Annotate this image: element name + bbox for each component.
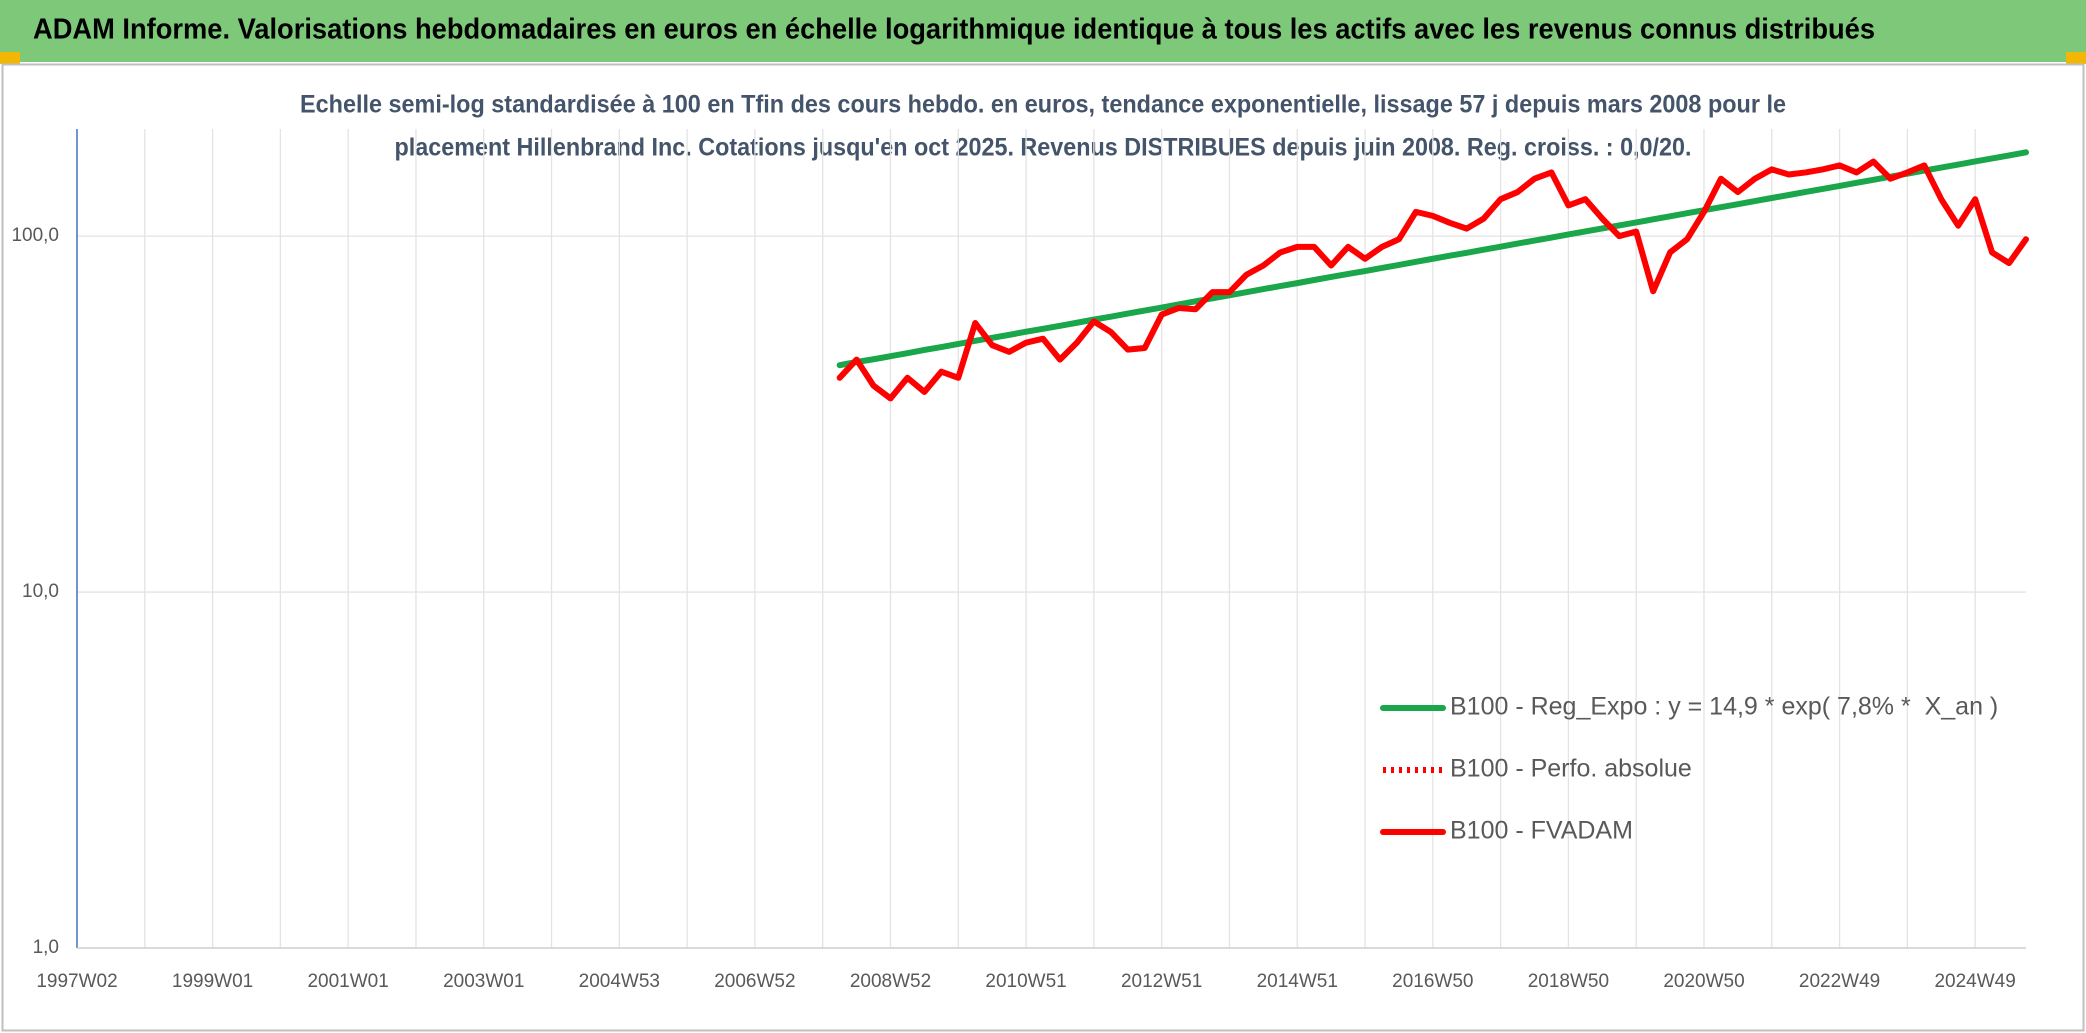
x-tick-label: 2003W01 (443, 971, 524, 992)
y-tick-label: 1,0 (33, 937, 59, 958)
x-tick-label: 2001W01 (307, 971, 388, 992)
x-tick-label: 2024W49 (1934, 971, 2015, 992)
series-line (836, 149, 2029, 369)
x-tick-label: 2016W50 (1392, 971, 1473, 992)
x-tick-label: 2012W51 (1121, 971, 1202, 992)
x-tick-label: 2006W52 (714, 971, 795, 992)
x-tick-label: 1999W01 (172, 971, 253, 992)
x-tick-label: 2022W49 (1799, 971, 1880, 992)
corner-mark (0, 52, 20, 64)
x-tick-label: 2018W50 (1528, 971, 1609, 992)
chart-title: ADAM Informe. Valorisations hebdomadaire… (33, 14, 1875, 46)
legend-label: B100 - Perfo. absolue (1450, 755, 1692, 783)
x-tick-label: 1997W02 (36, 971, 117, 992)
x-tick-label: 2004W53 (579, 971, 660, 992)
y-tick-label: 10,0 (22, 581, 59, 602)
series-line (836, 158, 2029, 402)
chart-subtitle: placement Hillenbrand Inc. Cotations jus… (395, 134, 1692, 162)
x-tick-label: 2014W51 (1257, 971, 1338, 992)
x-tick-label: 2010W51 (985, 971, 1066, 992)
legend-label: B100 - FVADAM (1450, 817, 1633, 845)
frame (1, 63, 2085, 1032)
y-tick-label: 100,0 (11, 225, 59, 246)
x-tick-label: 2020W50 (1663, 971, 1744, 992)
title-bar (0, 0, 2086, 62)
chart-subtitle: Echelle semi-log standardisée à 100 en T… (300, 91, 1786, 119)
corner-mark (2066, 52, 2086, 64)
x-tick-label: 2008W52 (850, 971, 931, 992)
legend-label: B100 - Reg_Expo : y = 14,9 * exp( 7,8% *… (1450, 693, 1998, 721)
